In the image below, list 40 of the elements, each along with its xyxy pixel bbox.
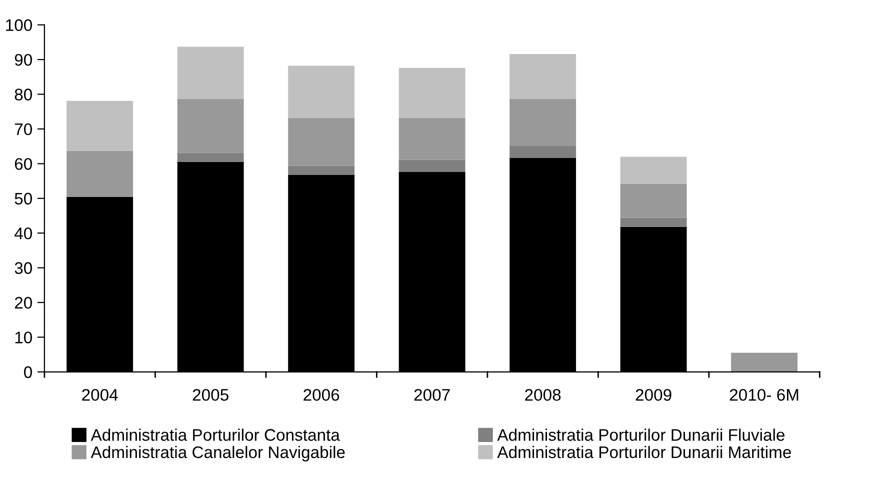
y-tick-label: 20 [14, 296, 32, 309]
bar [177, 98, 244, 153]
bar [398, 160, 466, 172]
y-tick-label: 10 [15, 332, 32, 344]
y-tick-label: 40 [14, 227, 32, 240]
x-tick-label: 2006 [304, 388, 340, 401]
y-tick-label: 80 [14, 88, 32, 100]
y-tick-label: 90 [14, 54, 32, 66]
bar [398, 118, 466, 160]
y-tick-label: 60 [14, 158, 32, 170]
x-tick-label: 2005 [192, 388, 228, 401]
x-tick-label: 2009 [636, 388, 672, 401]
bar [620, 218, 687, 227]
bar [177, 152, 244, 162]
y-tick-label: 100 [6, 19, 32, 32]
bar [620, 156, 687, 184]
legend-label: Administratia Porturilor Dunarii Fluviale [497, 428, 784, 441]
bar [66, 150, 134, 197]
bar [510, 54, 576, 99]
bar [288, 66, 355, 118]
y-tick-label: 30 [14, 262, 32, 274]
bar [731, 352, 798, 372]
y-tick-label: 50 [14, 192, 32, 205]
bar [620, 184, 687, 218]
bar [66, 100, 134, 151]
legend-label: Administratia Porturilor Constanta [90, 428, 340, 441]
bar [510, 146, 576, 158]
bar [288, 166, 355, 175]
bar [510, 98, 576, 146]
bar [288, 118, 355, 166]
x-tick-label: 2008 [525, 388, 561, 401]
x-tick-label: 2007 [414, 388, 450, 401]
legend-label: Administratia Porturilor Dunarii Maritime [497, 446, 791, 458]
x-tick-label: 2010- 6M [730, 388, 798, 401]
bar [177, 46, 244, 99]
y-tick-label: 70 [14, 123, 32, 136]
y-tick-label: 0 [24, 366, 32, 378]
bar [398, 68, 466, 118]
legend-label: Administratia Canalelor Navigabile [90, 446, 345, 462]
x-tick-label: 2004 [82, 388, 118, 401]
